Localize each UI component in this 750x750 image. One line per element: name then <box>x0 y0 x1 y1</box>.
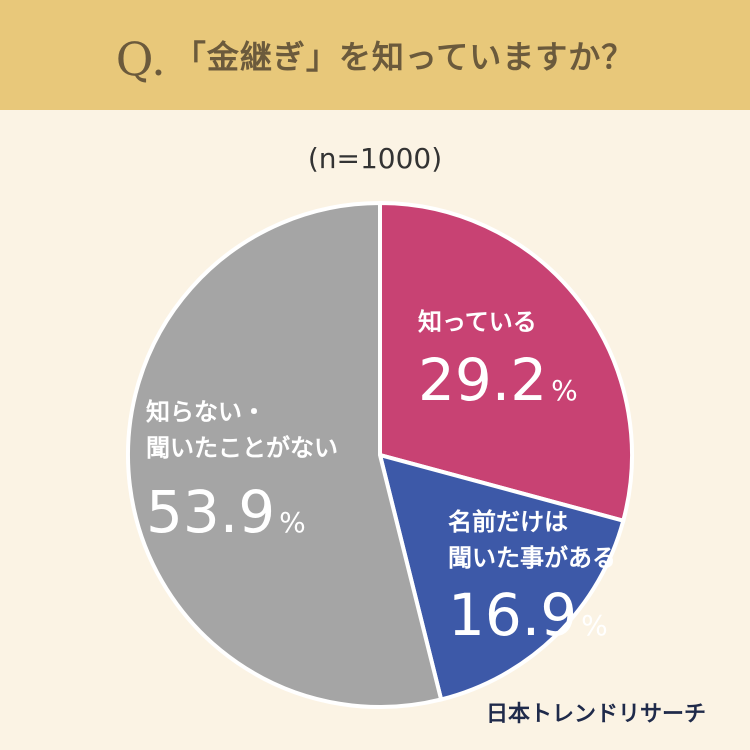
pie-slice-unknown <box>126 200 444 709</box>
question-title: 「金継ぎ」を知っていますか？ <box>173 38 635 76</box>
slice-label-heard-name-only-line-2: 聞いた事がある <box>448 544 616 572</box>
sample-size-label: (n=1000) <box>307 142 443 175</box>
slice-value-heard-name-only: 16.9% <box>448 581 608 649</box>
slice-value-unknown: 53.9% <box>146 478 306 546</box>
slice-label-unknown-line-1: 知らない・ <box>146 398 266 426</box>
slice-label-heard-name-only-line-1: 名前だけは <box>448 508 568 536</box>
q-mark: Q. <box>115 32 166 86</box>
slice-label-known-line-1: 知っている <box>418 308 537 336</box>
pie-slice-heard-name-only <box>377 452 626 702</box>
question-header: Q. 「金継ぎ」を知っていますか？ <box>0 0 750 110</box>
pie-slice-known <box>378 200 634 524</box>
slice-label-unknown-line-2: 聞いたことがない <box>146 434 338 462</box>
slice-value-known: 29.2% <box>418 346 578 414</box>
source-credit: 日本トレンドリサーチ <box>485 702 706 727</box>
